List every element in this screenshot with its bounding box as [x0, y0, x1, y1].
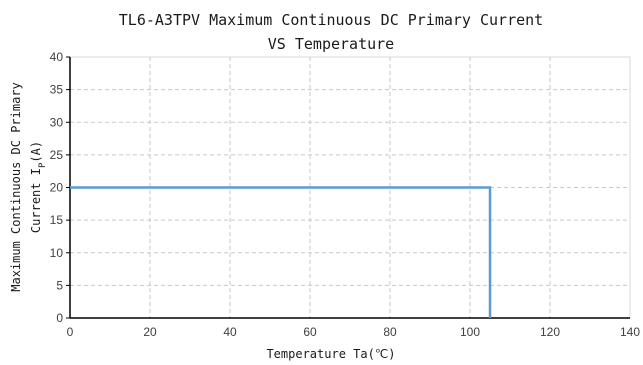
y-tick-label: 30	[50, 115, 64, 129]
y-tick-label: 15	[50, 213, 64, 227]
x-tick-label: 60	[303, 325, 317, 339]
plot-border	[70, 56, 631, 318]
x-tick-label: 80	[383, 325, 397, 339]
y-axis-label-suffix: (A)	[29, 141, 43, 163]
chart-title-line-1: TL6-A3TPV Maximum Continuous DC Primary …	[119, 11, 543, 29]
x-tick-label: 0	[67, 325, 74, 339]
y-tick-label: 0	[56, 311, 63, 325]
y-axis-label-line-1: Maximum Continuous DC Primary	[9, 82, 23, 292]
chart-title-line-2: VS Temperature	[268, 35, 394, 53]
x-tick-label: 120	[540, 325, 560, 339]
y-axis-label-prefix: Current I	[29, 168, 43, 233]
series-layer	[70, 186, 492, 318]
x-axis-label: Temperature Ta(℃)	[266, 347, 395, 361]
y-tick-label: 25	[50, 148, 64, 162]
y-tick-label: 35	[50, 83, 64, 97]
chart-title: TL6-A3TPV Maximum Continuous DC Primary …	[119, 11, 543, 53]
y-tick-label: 20	[50, 181, 64, 195]
y-axis-ticks: 0 5 10 15 20 25 30 35 40	[50, 50, 70, 325]
y-tick-label: 40	[50, 50, 64, 64]
x-axis-ticks: 0 20 40 60 80 100 120 140	[67, 325, 641, 339]
y-tick-label: 10	[50, 246, 64, 260]
y-tick-label: 5	[56, 278, 63, 292]
series-line	[70, 186, 492, 318]
y-axis-label-line-2: Current IP(A)	[29, 141, 48, 233]
x-tick-label: 40	[223, 325, 237, 339]
x-tick-label: 20	[143, 325, 157, 339]
x-tick-label: 140	[620, 325, 640, 339]
y-axis-label: Maximum Continuous DC Primary Current IP…	[9, 82, 48, 292]
x-tick-label: 100	[460, 325, 480, 339]
y-axis-label-subscript: P	[38, 162, 48, 168]
